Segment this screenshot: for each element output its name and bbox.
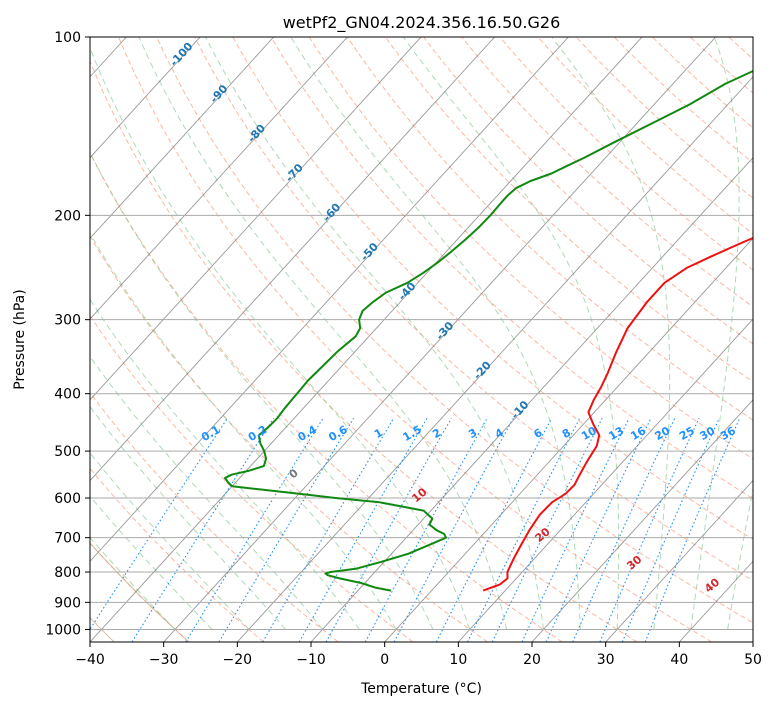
moist-adiabat-line: [90, 46, 471, 630]
dry-adiabat-line: [346, 37, 753, 421]
isotherm-line: [90, 37, 496, 482]
x-tick-label: −30: [149, 652, 179, 668]
y-axis-label: Pressure (hPa): [12, 289, 28, 389]
isotherm-line: [605, 479, 753, 642]
mixing-ratio-line: [572, 417, 676, 642]
plot-frame: [89, 36, 754, 643]
dry-adiabat-line: [156, 37, 753, 624]
moist-adiabat-line: [727, 486, 753, 630]
isotherm-line: [90, 37, 643, 642]
mixing-ratio-line: [435, 417, 553, 642]
y-tick-label: 400: [54, 387, 81, 403]
mixing-ratio-line: [644, 417, 741, 642]
dry-adiabat-line: [90, 467, 264, 642]
y-tick-label: 700: [54, 531, 81, 547]
profile-series: [224, 69, 753, 592]
x-tick-label: −10: [296, 652, 326, 668]
dry-adiabat-line: [537, 37, 753, 235]
moist-adiabat-line: [290, 37, 581, 630]
moist-adiabat-line: [402, 37, 620, 630]
isotherm-line: [752, 641, 753, 642]
mixing-ratio-line: [545, 417, 652, 642]
axes: −40 −30 −20 −10 0 10 20 30 40 50 100 200 300 400 500 60…: [45, 30, 762, 668]
chart-title: wetPf2_GN04.2024.356.16.50.G26: [283, 13, 561, 33]
isotherm-line: [531, 399, 753, 642]
moist-adiabat-line: [205, 37, 544, 630]
moist-adiabat-line: [90, 232, 397, 630]
mixing-ratio-line: [218, 417, 354, 642]
moist-adiabat-line: [690, 37, 740, 630]
plot-background: [90, 37, 753, 642]
isotherm-line: [90, 37, 348, 320]
mixing-ratio-line: [298, 417, 428, 642]
x-tick-label: 0: [380, 652, 389, 668]
dewpoint-profile: [224, 69, 753, 592]
y-tick-label: 200: [54, 208, 81, 224]
dry-adiabat-line: [90, 151, 563, 642]
mixing-ratio-line: [491, 417, 603, 642]
x-tick-label: 50: [744, 652, 762, 668]
x-axis-label: Temperature (°C): [360, 681, 482, 697]
dry-adiabat-line: [194, 37, 753, 582]
mixing-ratio-line: [364, 417, 488, 642]
y-tick-label: 600: [54, 491, 81, 507]
dry-adiabat-line: [118, 37, 712, 642]
isotherm-line: [457, 318, 753, 642]
isotherm-line: [310, 156, 753, 642]
x-tick-label: 10: [449, 652, 467, 668]
mixing-ratio-line: [262, 417, 395, 642]
isotherm-line: [384, 237, 753, 642]
mixing-ratio-line: [521, 417, 630, 642]
isotherm-line: [90, 37, 422, 401]
moist-adiabat-line: [90, 151, 434, 630]
x-tick-label: 20: [523, 652, 541, 668]
y-tick-label: 100: [54, 30, 81, 46]
y-tick-label: 900: [54, 595, 81, 611]
dry-adiabat-line: [90, 391, 339, 642]
moist-adiabat-line: [765, 37, 775, 629]
y-tick-label: 800: [54, 565, 81, 581]
mixing-ratio-line: [131, 417, 275, 642]
isotherm-line: [90, 37, 201, 159]
background-lines: [90, 37, 775, 642]
temperature-profile: [482, 236, 753, 592]
mixing-ratio-line: [599, 417, 700, 642]
isotherm-line: [90, 37, 569, 562]
x-tick-label: 30: [597, 652, 615, 668]
mixing-ratio-line: [325, 417, 452, 642]
y-tick-label: 500: [54, 444, 81, 460]
y-tick-label: 300: [54, 313, 81, 329]
dry-adiabat-line: [90, 60, 638, 642]
moist-adiabat-line: [90, 355, 323, 630]
mixing-ratio-line: [621, 417, 720, 642]
moist-adiabat-line: [138, 37, 508, 630]
mixing-ratio-line: [467, 417, 581, 642]
y-tick-label: 1000: [45, 622, 81, 638]
x-tick-label: −40: [75, 652, 105, 668]
moist-adiabat-line: [551, 37, 671, 630]
x-tick-label: −20: [223, 652, 253, 668]
isotherm-line: [236, 76, 753, 642]
dry-adiabat-line: [613, 37, 753, 164]
dry-adiabat-line: [461, 37, 753, 308]
mixing-ratio-line: [90, 417, 228, 631]
x-tick-label: 40: [670, 652, 688, 668]
isotherm-line: [90, 37, 275, 240]
dry-adiabat-line: [232, 37, 753, 540]
